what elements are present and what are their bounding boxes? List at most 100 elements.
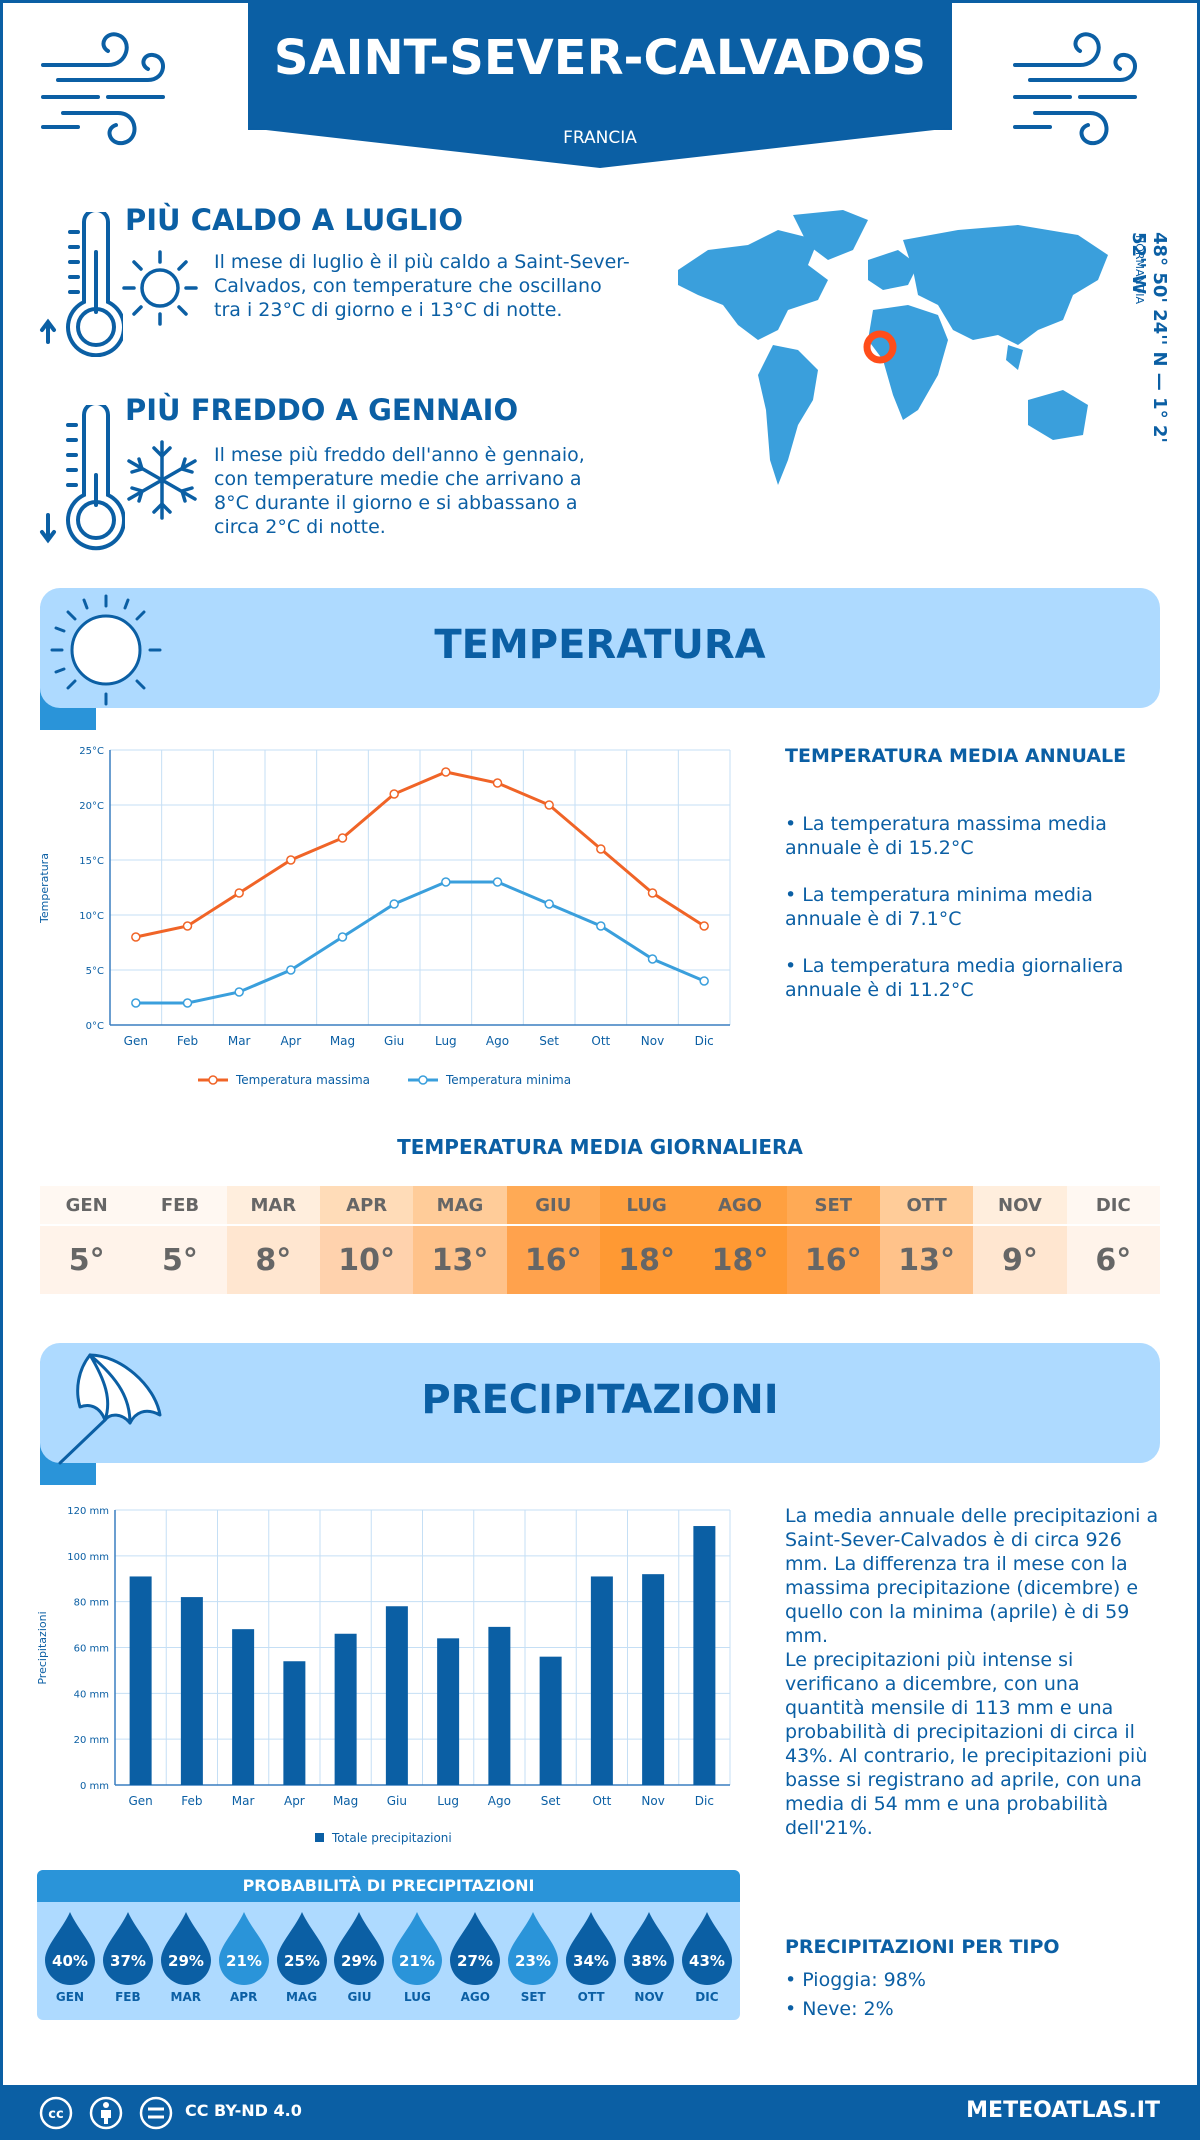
probability-month: AGO [460,1990,490,2004]
sun-icon [122,250,198,326]
site-link[interactable]: METEOATLAS.IT [966,2098,1160,2123]
daily-temp-month: NOV [973,1186,1067,1224]
temperature-y-label: Temperatura [38,853,51,924]
header-point [248,128,952,168]
data-point [647,888,658,898]
umbrella-icon [58,1353,162,1465]
probability-drop: 25% MAG [274,1910,330,2020]
data-point [492,877,503,887]
probability-drop: 29% MAR [158,1910,214,2020]
daily-temp-month: MAG [413,1186,507,1224]
daily-temp-cell: SET 16° [786,1186,880,1296]
data-point [699,921,709,931]
probability-month: MAG [286,1990,318,2004]
probability-title: PROBABILITÀ DI PRECIPITAZIONI [37,1870,740,1902]
daily-temp-value: 18° [599,1224,694,1294]
bar [590,1576,613,1785]
probability-drop: 37% FEB [100,1910,156,2020]
x-tick-label: Mar [228,1034,251,1048]
raindrop-shape [218,1912,269,1985]
x-tick-label: Mar [232,1794,255,1808]
legend-label: Totale precipitazioni [331,1831,452,1845]
bar [437,1638,460,1785]
annual-temp-bullet: • La temperatura minima media annuale è … [785,884,1093,930]
precipitation-chart: Precipitazioni 0 mm 20 mm 40 mm 60 mm 80 mm 1… [36,1506,731,1845]
bar [642,1574,665,1785]
daily-temp-month: GEN [40,1186,134,1224]
license-icons: cc [39,2096,173,2130]
daily-temp-cell: OTT 13° [879,1186,974,1296]
legend-label: Temperatura minima [445,1073,571,1087]
sun-icon [50,594,162,706]
x-tick-label: Lug [437,1794,459,1808]
data-point [337,932,348,942]
probability-drop: 27% AGO [447,1910,503,2020]
probability-drop: 34% OTT [563,1910,619,2020]
bar [334,1633,357,1785]
probability-value: 37% [110,1952,146,1970]
x-tick-label: Gen [124,1034,148,1048]
data-point [544,899,554,909]
svg-text:cc: cc [48,2107,63,2122]
world-map [678,210,1108,485]
raindrop-icon: 27% [450,1912,501,1985]
bar [283,1661,306,1785]
raindrop-icon: 29% [160,1912,211,1985]
bar [693,1526,716,1785]
probability-month: SET [520,1990,546,2004]
page-title: SAINT-SEVER-CALVADOS [273,30,927,86]
probability-value: 23% [515,1952,551,1970]
probability-month: GEN [55,1990,84,2004]
x-tick-label: Feb [177,1034,198,1048]
precip-type-title: PRECIPITAZIONI PER TIPO [785,1936,1060,1958]
data-point [441,767,451,777]
probability-drops: 40% GEN 37% FEB 29% MAR 21% APR 25% MAG 29% GIU 21% L… [37,1910,740,2020]
y-tick-label: 10°C [79,911,104,922]
x-tick-label: Mag [330,1034,355,1048]
probability-value: 27% [457,1952,493,1970]
raindrop-shape [508,1912,559,1985]
x-tick-label: Ago [486,1034,509,1048]
annual-temp-bullet: • La temperatura massima media annuale è… [785,813,1107,859]
bar [129,1576,152,1785]
daily-temp-table: GEN 5° FEB 5° MAR 8° APR 10° MAG 13° GIU 16° LUG 18° A… [40,1186,1160,1296]
probability-value: 43% [689,1952,725,1970]
raindrop-icon: 29% [334,1912,385,1985]
data-point [596,844,606,854]
daily-temp-cell: AGO 18° [693,1186,787,1296]
legend-marker [418,1075,428,1085]
precipitation-banner [40,1343,1160,1463]
annual-temp-title: TEMPERATURA MEDIA ANNUALE [785,745,1127,767]
bar [488,1626,511,1785]
y-tick-label: 100 mm [67,1552,109,1563]
data-point [182,921,193,931]
daily-temp-cell: GIU 16° [506,1186,600,1296]
probability-value: 25% [284,1952,320,1970]
precipitation-text: La media annuale delle precipitazioni a … [785,1505,1159,1647]
precipitation-y-label: Precipitazioni [36,1611,49,1684]
license-label: CC BY-ND 4.0 [185,2101,302,2120]
data-point [389,899,399,909]
raindrop-icon: 34% [566,1912,617,1985]
daily-temp-cell: APR 10° [319,1186,414,1296]
legend-marker [208,1075,218,1085]
raindrop-icon: 23% [508,1912,559,1985]
probability-value: 34% [573,1952,609,1970]
raindrop-icon: 37% [102,1912,153,1985]
precipitation-title: PRECIPITAZIONI [421,1377,779,1423]
cold-text: Il mese più freddo dell'anno è gennaio, … [214,444,585,538]
raindrop-shape [44,1912,95,1985]
bar [539,1656,562,1785]
probability-month: LUG [403,1990,431,2004]
bar [180,1597,203,1785]
temperature-title: TEMPERATURA [434,622,766,668]
x-tick-label: Ott [592,1794,611,1808]
daily-temp-cell: FEB 5° [133,1186,227,1296]
data-point [337,833,348,843]
probability-drop: 21% APR [216,1910,272,2020]
thermometer-cold-icon [40,405,125,551]
temperature-chart: Temperatura 0°C 5°C 10°C 15°C 20°C 25°C Gen Feb… [38,746,731,1087]
region-label: NORMANDIA [1133,235,1146,305]
thermometer-hot-icon [40,212,123,357]
daily-temp-value: 5° [133,1224,227,1294]
